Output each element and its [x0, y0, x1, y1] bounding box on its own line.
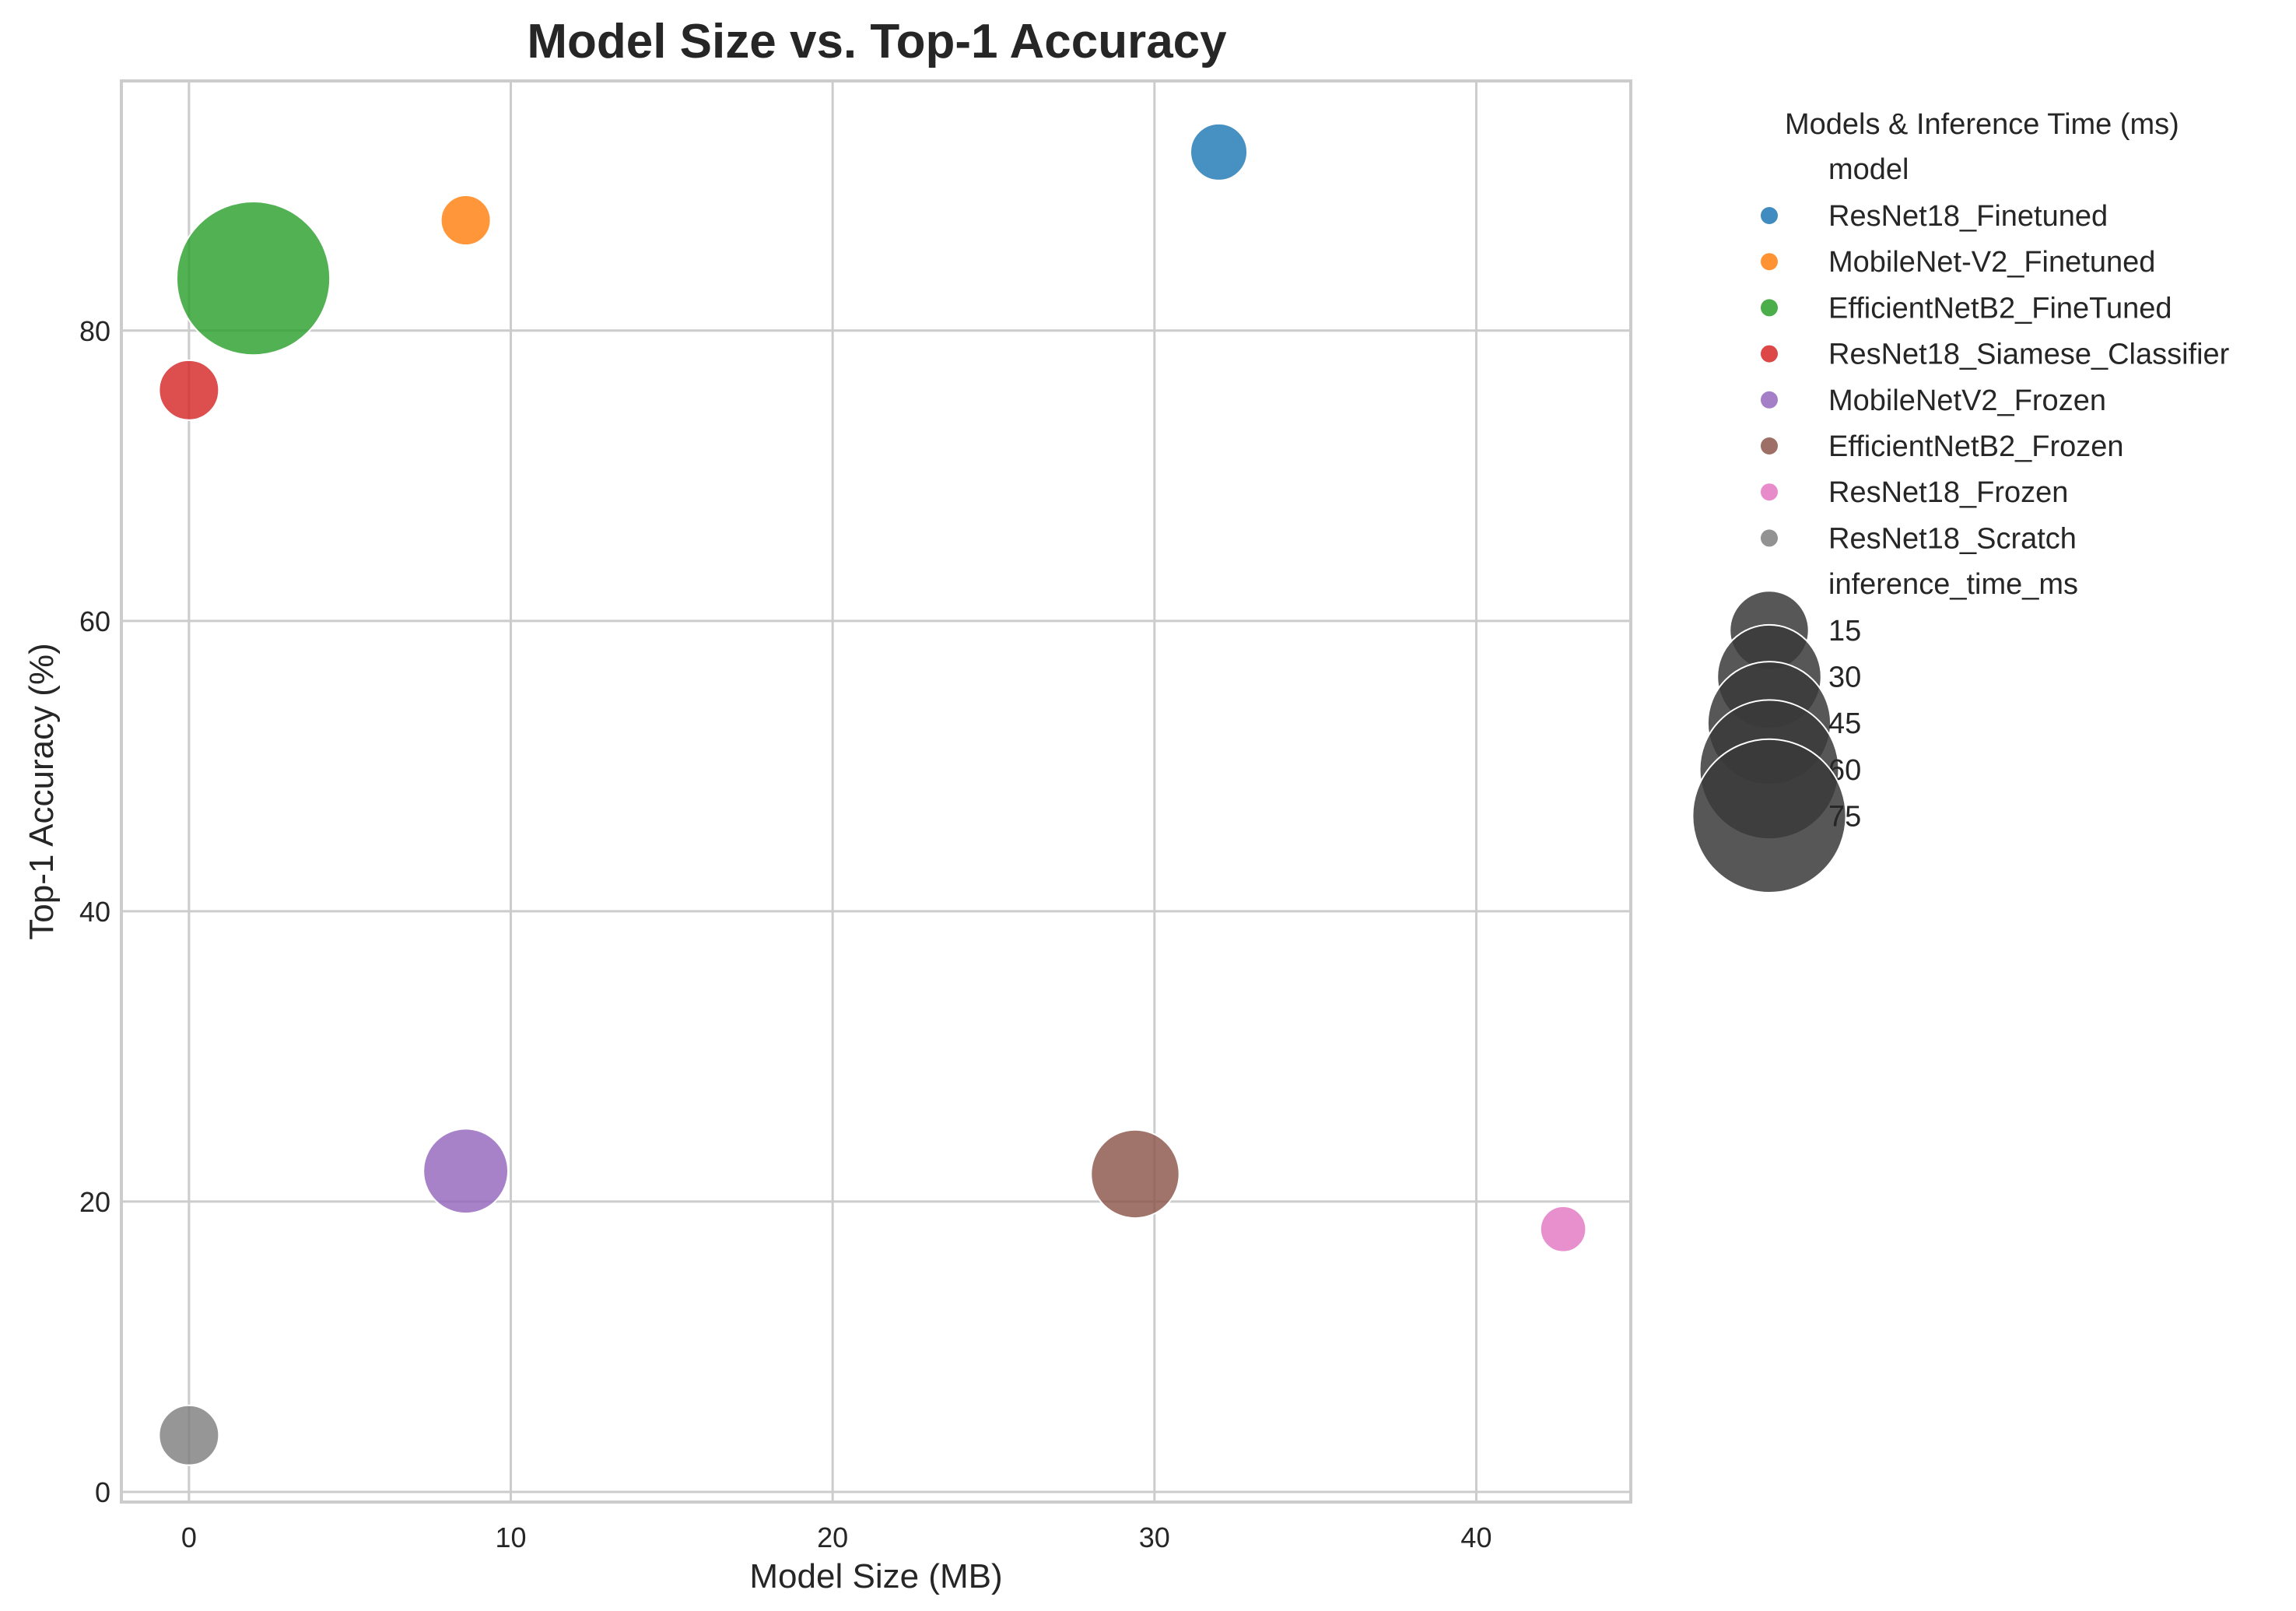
- data-points: [158, 122, 1587, 1466]
- legend-size-label: 45: [1828, 707, 1861, 740]
- y-tick-label: 60: [79, 605, 110, 637]
- legend-size-label: 15: [1828, 615, 1861, 648]
- legend-entry-label: ResNet18_Siamese_Classifier: [1828, 339, 2230, 371]
- x-axis-label: Model Size (MB): [749, 1557, 1002, 1595]
- legend-entry-label: EfficientNetB2_Frozen: [1828, 430, 2124, 463]
- legend-entry-label: EfficientNetB2_FineTuned: [1828, 292, 2172, 325]
- x-tick-label: 40: [1460, 1522, 1492, 1553]
- legend-size-label: 30: [1828, 662, 1861, 694]
- data-point-resnet18-frozen: [1539, 1206, 1587, 1253]
- x-tick-label: 10: [495, 1522, 526, 1553]
- y-tick-label: 20: [79, 1186, 110, 1218]
- x-tick-label: 0: [181, 1522, 197, 1553]
- legend-size-marker: [1691, 738, 1847, 894]
- legend-size-title: inference_time_ms: [1828, 568, 2078, 601]
- y-tick-label: 80: [79, 315, 110, 347]
- x-tick-label: 20: [817, 1522, 848, 1553]
- data-point-resnet18-finetuned: [1190, 122, 1249, 181]
- y-axis-label: Top-1 Accuracy (%): [23, 643, 61, 939]
- y-tick-label: 40: [79, 896, 110, 928]
- legend: Models & Inference Time (ms) model infer…: [1691, 108, 2230, 894]
- chart-title: Model Size vs. Top-1 Accuracy: [527, 15, 1227, 68]
- legend-marker: [1761, 391, 1778, 409]
- legend-marker: [1761, 253, 1778, 271]
- legend-marker: [1761, 483, 1778, 501]
- legend-marker: [1761, 299, 1778, 317]
- legend-entry-label: ResNet18_Finetuned: [1828, 200, 2108, 233]
- data-point-mobilenetv2-frozen: [422, 1128, 510, 1215]
- grid: [121, 81, 1631, 1502]
- legend-entry-label: MobileNetV2_Frozen: [1828, 384, 2106, 417]
- legend-size-label: 75: [1828, 800, 1861, 833]
- data-point-resnet18-siamese-classifier: [158, 359, 220, 421]
- x-tick-label: 30: [1139, 1522, 1170, 1553]
- legend-marker: [1761, 207, 1778, 224]
- data-point-efficientnetb2-finetuned: [175, 201, 331, 356]
- legend-title: Models & Inference Time (ms): [1785, 108, 2179, 141]
- legend-marker: [1761, 437, 1778, 455]
- y-tick-label: 0: [95, 1476, 110, 1508]
- data-point-efficientnetb2-frozen: [1090, 1128, 1180, 1220]
- plot-frame: [120, 79, 1632, 1504]
- legend-hue-title: model: [1828, 153, 1909, 186]
- legend-entry-label: MobileNet-V2_Finetuned: [1828, 246, 2155, 279]
- tick-labels: 0 10 20 30 40 0 20 40 60 80: [79, 315, 1492, 1553]
- data-point-mobilenet-v2-finetuned: [440, 195, 492, 247]
- data-point-resnet18-scratch: [158, 1404, 220, 1466]
- legend-entry-label: ResNet18_Scratch: [1828, 522, 2077, 555]
- legend-marker: [1761, 529, 1778, 547]
- legend-entry-label: ResNet18_Frozen: [1828, 476, 2068, 509]
- legend-marker: [1761, 345, 1778, 363]
